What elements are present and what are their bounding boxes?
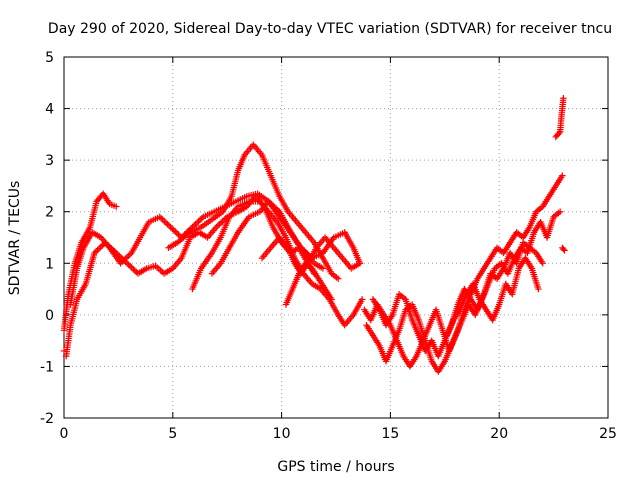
series-trace-m (552, 95, 568, 254)
data-point (162, 219, 170, 226)
data-point (334, 275, 342, 282)
x-axis-label: GPS time / hours (277, 459, 394, 475)
data-point (216, 221, 223, 228)
data-point (97, 243, 104, 251)
series-trace-a (60, 190, 120, 334)
x-tick-label: 25 (599, 426, 617, 442)
series-trace-e (189, 198, 366, 329)
data-point (95, 245, 103, 252)
data-point (561, 247, 568, 254)
series-trace-f (208, 198, 327, 277)
data-point (560, 245, 567, 253)
data-point (130, 265, 137, 273)
y-tick-label: 5 (45, 50, 54, 66)
x-tick-label: 20 (490, 426, 508, 442)
data-point (328, 296, 335, 303)
data-point (164, 221, 171, 228)
y-tick-label: 4 (45, 102, 54, 118)
data-point (168, 225, 176, 232)
data-point (556, 208, 564, 215)
series-trace-h (282, 260, 335, 308)
plot-frame (63, 56, 609, 419)
y-tick-label: 3 (45, 153, 54, 169)
y-tick-label: -2 (40, 411, 54, 427)
y-tick-label: 2 (45, 205, 54, 221)
x-tick-label: 5 (168, 426, 177, 442)
data-point (195, 218, 202, 225)
data-point (356, 260, 364, 267)
series-trace-k (369, 239, 546, 360)
data-point (161, 218, 168, 225)
data-point (358, 296, 366, 303)
x-tick-label: 15 (381, 426, 399, 442)
data-point (128, 264, 135, 271)
data-point (193, 219, 201, 226)
data-point (214, 222, 222, 229)
data-point (192, 221, 199, 228)
data-point (125, 252, 132, 260)
y-tick-label: 0 (45, 308, 54, 324)
data-point (539, 260, 546, 267)
data-point (158, 215, 165, 222)
data-point (196, 216, 204, 224)
data-point (113, 203, 120, 210)
chart-title: Day 290 of 2020, Sidereal Day-to-day VTE… (48, 21, 612, 37)
series-trace-i (363, 172, 566, 375)
data-point (535, 285, 542, 293)
data-marks-layer (60, 95, 568, 375)
y-tick-label: -1 (40, 359, 54, 375)
data-point (319, 265, 327, 272)
data-point (555, 129, 563, 137)
data-point (94, 246, 101, 254)
data-point (127, 263, 134, 270)
x-tick-label: 0 (60, 426, 69, 442)
series-trace-l (443, 254, 542, 339)
data-point (173, 229, 181, 237)
data-point (175, 231, 182, 238)
ticks-layer: 0 5 10 15 20 25 -2 -1 0 1 2 3 4 5 (40, 50, 617, 442)
y-tick-label: 1 (45, 256, 54, 272)
data-point (559, 172, 566, 179)
y-axis-label: SDTVAR / TECUs (7, 181, 23, 296)
data-point (165, 222, 173, 229)
x-tick-label: 10 (273, 426, 291, 442)
data-point (125, 261, 132, 268)
data-point (170, 226, 177, 234)
data-point (560, 95, 567, 102)
